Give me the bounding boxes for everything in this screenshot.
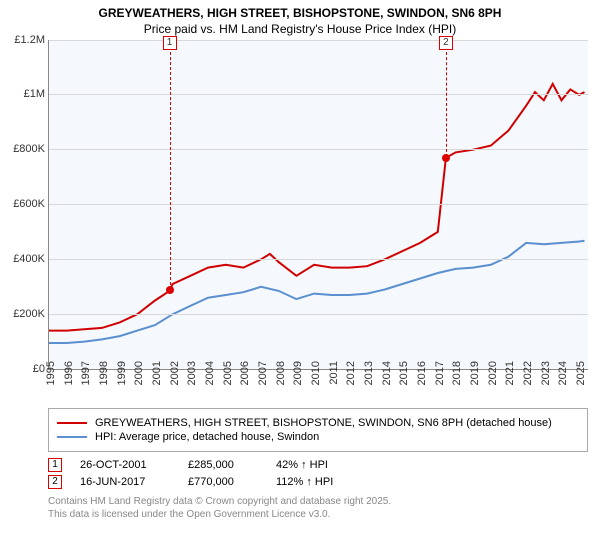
x-tick-label: 2010 bbox=[310, 361, 322, 385]
chart-area: £0£200K£400K£600K£800K£1M£1.2M1995199619… bbox=[48, 40, 588, 400]
legend-swatch bbox=[57, 436, 87, 438]
x-tick-label: 1995 bbox=[45, 361, 57, 385]
chart-marker-box: 1 bbox=[163, 36, 177, 50]
legend-item: GREYWEATHERS, HIGH STREET, BISHOPSTONE, … bbox=[57, 417, 579, 429]
legend-item: HPI: Average price, detached house, Swin… bbox=[57, 431, 579, 443]
x-tick-label: 2025 bbox=[575, 361, 587, 385]
legend-swatch bbox=[57, 422, 87, 424]
x-tick-label: 2007 bbox=[257, 361, 269, 385]
legend-label: GREYWEATHERS, HIGH STREET, BISHOPSTONE, … bbox=[95, 417, 552, 429]
x-tick-label: 2000 bbox=[133, 361, 145, 385]
chart-title-line1: GREYWEATHERS, HIGH STREET, BISHOPSTONE, … bbox=[0, 0, 600, 22]
y-tick-label: £1M bbox=[5, 88, 45, 100]
x-tick-label: 2022 bbox=[522, 361, 534, 385]
legend: GREYWEATHERS, HIGH STREET, BISHOPSTONE, … bbox=[48, 408, 588, 452]
x-tick-label: 1997 bbox=[80, 361, 92, 385]
x-tick-label: 2020 bbox=[487, 361, 499, 385]
x-tick-label: 2011 bbox=[328, 361, 340, 385]
event-date: 26-OCT-2001 bbox=[80, 459, 170, 471]
event-pct: 112% ↑ HPI bbox=[276, 476, 366, 488]
plot-region: £0£200K£400K£600K£800K£1M£1.2M1995199619… bbox=[48, 40, 588, 370]
chart-title-line2: Price paid vs. HM Land Registry's House … bbox=[0, 22, 600, 40]
x-tick-label: 1999 bbox=[116, 361, 128, 385]
footnote-line: This data is licensed under the Open Gov… bbox=[48, 508, 588, 521]
x-tick-label: 2002 bbox=[169, 361, 181, 385]
x-tick-label: 2017 bbox=[434, 361, 446, 385]
footnote: Contains HM Land Registry data © Crown c… bbox=[48, 495, 588, 521]
x-tick-label: 2021 bbox=[504, 361, 516, 385]
event-list: 1 26-OCT-2001 £285,000 42% ↑ HPI 2 16-JU… bbox=[48, 458, 588, 489]
x-tick-label: 2001 bbox=[151, 361, 163, 385]
x-tick-label: 2018 bbox=[451, 361, 463, 385]
event-row: 2 16-JUN-2017 £770,000 112% ↑ HPI bbox=[48, 475, 588, 489]
x-tick-label: 2024 bbox=[557, 361, 569, 385]
y-tick-label: £200K bbox=[5, 308, 45, 320]
x-tick-label: 2004 bbox=[204, 361, 216, 385]
x-tick-label: 1998 bbox=[98, 361, 110, 385]
x-tick-label: 2023 bbox=[540, 361, 552, 385]
x-tick-label: 2003 bbox=[186, 361, 198, 385]
x-tick-label: 2016 bbox=[416, 361, 428, 385]
chart-marker-line bbox=[170, 52, 171, 291]
chart-marker-line bbox=[446, 52, 447, 158]
y-tick-label: £800K bbox=[5, 143, 45, 155]
y-tick-label: £1.2M bbox=[5, 34, 45, 46]
event-price: £770,000 bbox=[188, 476, 258, 488]
x-tick-label: 2006 bbox=[239, 361, 251, 385]
y-tick-label: £0 bbox=[5, 363, 45, 375]
event-price: £285,000 bbox=[188, 459, 258, 471]
chart-marker-dot bbox=[442, 154, 450, 162]
legend-label: HPI: Average price, detached house, Swin… bbox=[95, 431, 319, 443]
event-row: 1 26-OCT-2001 £285,000 42% ↑ HPI bbox=[48, 458, 588, 472]
x-tick-label: 2015 bbox=[398, 361, 410, 385]
x-tick-label: 2008 bbox=[275, 361, 287, 385]
x-tick-label: 2013 bbox=[363, 361, 375, 385]
footnote-line: Contains HM Land Registry data © Crown c… bbox=[48, 495, 588, 508]
event-date: 16-JUN-2017 bbox=[80, 476, 170, 488]
x-tick-label: 2012 bbox=[345, 361, 357, 385]
chart-marker-box: 2 bbox=[439, 36, 453, 50]
x-tick-label: 2009 bbox=[292, 361, 304, 385]
y-tick-label: £600K bbox=[5, 198, 45, 210]
x-tick-label: 2005 bbox=[222, 361, 234, 385]
series-hpi bbox=[49, 240, 585, 342]
x-tick-label: 2014 bbox=[381, 361, 393, 385]
event-pct: 42% ↑ HPI bbox=[276, 459, 366, 471]
event-marker-box: 1 bbox=[48, 458, 62, 472]
chart-marker-dot bbox=[166, 286, 174, 294]
x-tick-label: 1996 bbox=[63, 361, 75, 385]
x-tick-label: 2019 bbox=[469, 361, 481, 385]
y-tick-label: £400K bbox=[5, 253, 45, 265]
event-marker-box: 2 bbox=[48, 475, 62, 489]
